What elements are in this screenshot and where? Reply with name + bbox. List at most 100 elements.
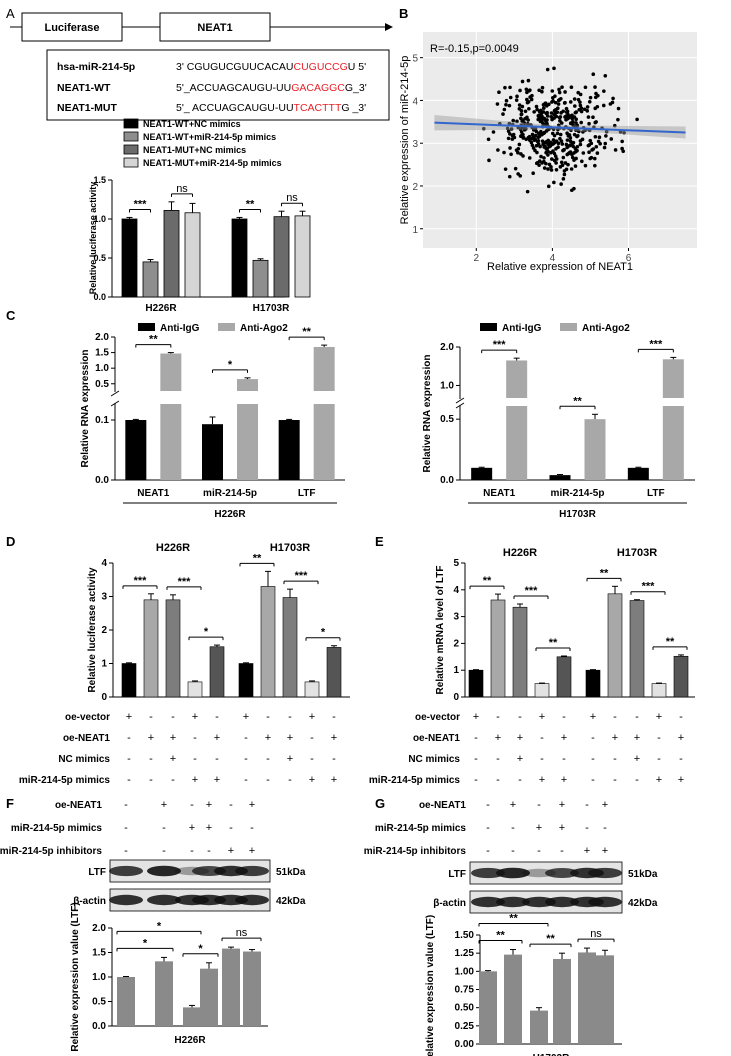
scatter-point <box>519 112 524 117</box>
y-tick-label: 0.75 <box>455 985 475 996</box>
x-category-label: miR-214-5p <box>551 488 605 499</box>
scatter-point <box>507 121 512 126</box>
scatter-point <box>571 140 576 145</box>
bar <box>209 646 225 698</box>
condition-sign: + <box>214 732 220 744</box>
significance-label: ** <box>253 552 262 564</box>
scatter-point <box>568 150 573 154</box>
group-label: H226R <box>214 509 246 520</box>
condition-sign: - <box>215 753 219 765</box>
beta-actin-blot <box>109 888 271 912</box>
y-tick-label: 0.5 <box>93 253 106 263</box>
scatter-point <box>486 137 491 142</box>
significance-marker: ** <box>559 395 596 410</box>
scatter-point <box>527 156 532 160</box>
scatter-point <box>564 106 569 111</box>
bar <box>578 952 596 1044</box>
scatter-point <box>514 98 519 102</box>
condition-row-label: miR-214-5p mimics <box>375 823 467 834</box>
scatter-point <box>565 131 569 136</box>
bar <box>471 467 493 480</box>
scatter-point <box>525 122 530 126</box>
legend-label: Anti-Ago2 <box>582 323 630 334</box>
condition-sign: - <box>511 822 515 834</box>
scatter-point <box>616 106 621 111</box>
blot-mw-label: 51kDa <box>628 869 658 880</box>
panel-e: E 0 1 2 3 4 5 Relative mRNA level of LTF H226R *… <box>369 534 695 786</box>
scatter-point <box>559 160 564 165</box>
panel-g: G oe-NEAT1 - + - + - + miR-214-5p mimics - - + + - - m… <box>364 796 658 1056</box>
condition-sign: + <box>495 732 501 744</box>
blot-label: LTF <box>88 867 106 878</box>
scatter-point <box>519 152 523 156</box>
scatter-point <box>511 132 516 137</box>
y-axis-label: Relative expression value (LTF) <box>425 915 436 1056</box>
condition-sign: - <box>124 822 128 834</box>
bar <box>530 1010 548 1044</box>
neat1-label: NEAT1 <box>197 22 232 34</box>
y-axis-label: Relative luciferase activity <box>87 567 98 693</box>
y-tick-label: 0.0 <box>440 475 454 486</box>
scatter-point <box>518 88 522 93</box>
scatter-point <box>602 89 606 93</box>
bar-axis-break <box>236 391 259 404</box>
y-tick-label: 0.25 <box>455 1021 475 1032</box>
sequence-part: G _3' <box>341 102 366 114</box>
scatter-point <box>564 167 569 172</box>
scatter-point <box>579 106 584 110</box>
correlation-annotation: R=-0.15,p=0.0049 <box>430 43 519 55</box>
legend-label: NEAT1-WT+miR-214-5p mimics <box>143 132 276 142</box>
scatter-point <box>507 103 512 108</box>
significance-marker: ** <box>652 636 688 650</box>
bar <box>313 346 335 480</box>
condition-sign: + <box>148 732 154 744</box>
significance-label: *** <box>525 585 539 597</box>
condition-row-label: oe-NEAT1 <box>63 733 110 744</box>
condition-sign: - <box>310 732 314 744</box>
sequence-part: G_3' <box>345 82 367 94</box>
scatter-point <box>622 131 626 135</box>
significance-marker: ** <box>239 552 275 567</box>
scatter-point <box>566 162 570 167</box>
scatter-point <box>481 126 486 131</box>
scatter-point <box>549 111 554 115</box>
bar <box>627 467 649 480</box>
blot-band <box>496 867 530 879</box>
blot-band <box>588 896 622 908</box>
condition-sign: - <box>486 799 490 811</box>
condition-sign: - <box>496 711 500 723</box>
scatter-point <box>518 174 523 178</box>
scatter-point <box>520 79 525 84</box>
scatter-point <box>509 127 514 131</box>
significance-label: * <box>157 920 162 932</box>
scatter-point <box>540 161 544 165</box>
scatter-point <box>513 166 518 171</box>
panel-c-chart-right: 1.0 2.0 0.0 0.5 Relative RNA expression Anti-… <box>422 323 695 520</box>
condition-sign: - <box>613 774 617 786</box>
scatter-point <box>578 103 583 108</box>
scatter-point <box>556 145 560 149</box>
scatter-point <box>578 142 583 147</box>
condition-sign: + <box>559 822 565 834</box>
panel-letter-c: C <box>6 308 16 323</box>
x-tick-label: 2 <box>473 253 479 264</box>
scatter-point <box>521 132 525 137</box>
significance-label: * <box>228 359 233 371</box>
significance-marker: ** <box>239 198 261 213</box>
condition-sign: - <box>613 753 617 765</box>
condition-sign: - <box>193 732 197 744</box>
sequence-part: 3' CGUGUCGUUCACAU <box>176 61 294 73</box>
panel-b: B 1 2 3 4 5 2 4 6 R=-0.15,p=0.0049 Relative expre… <box>399 6 697 273</box>
significance-label: * <box>198 943 203 955</box>
scatter-point <box>558 119 562 123</box>
y-tick-label: 1.0 <box>95 363 109 374</box>
bar <box>142 261 159 298</box>
condition-sign: + <box>249 845 255 857</box>
bar <box>651 683 667 698</box>
blot-mw-label: 42kDa <box>628 898 658 909</box>
scatter-point <box>552 180 556 185</box>
condition-sign: - <box>657 753 661 765</box>
scatter-point <box>602 145 607 150</box>
y-tick-label: 2.0 <box>440 342 454 353</box>
scatter-point <box>577 129 581 134</box>
